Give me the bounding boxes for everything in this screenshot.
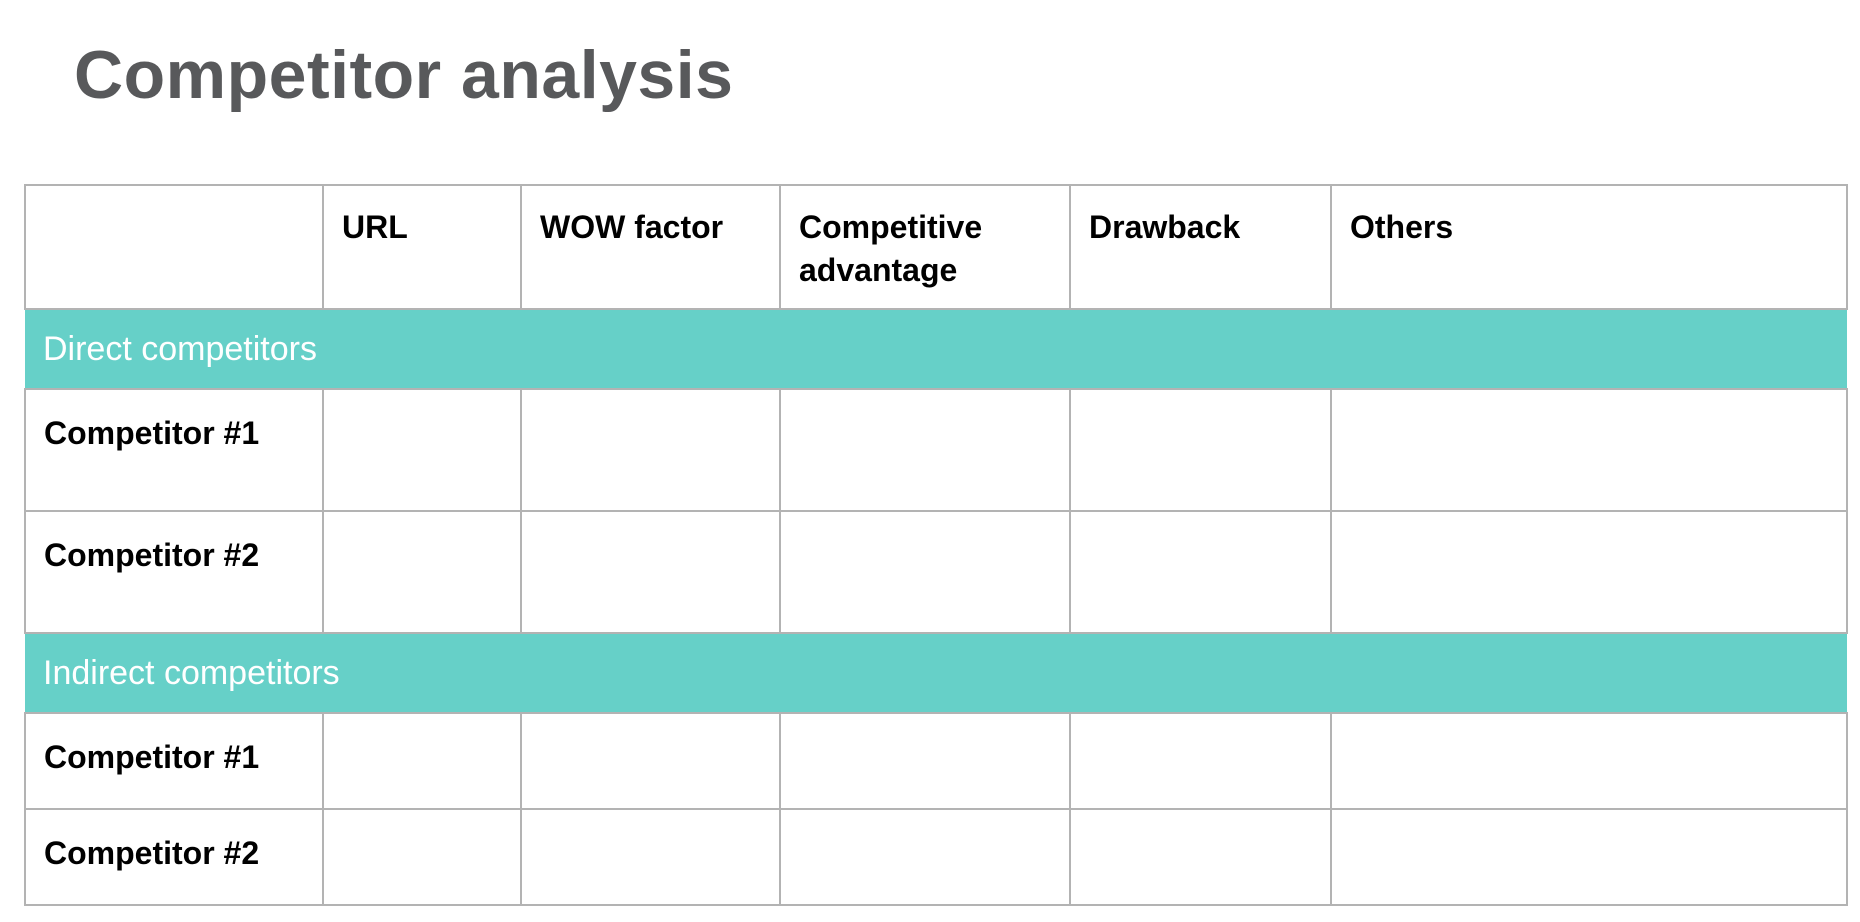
header-cell-drawback: Drawback (1069, 184, 1332, 310)
row-label: Competitor #1 (24, 712, 324, 810)
table-cell-drawback[interactable] (1069, 388, 1332, 512)
section-row-indirect: Indirect competitors (25, 633, 1847, 713)
table-cell-drawback[interactable] (1069, 712, 1332, 810)
table-row: Competitor #1 (24, 388, 1848, 512)
row-label: Competitor #1 (24, 388, 324, 512)
section-label: Indirect competitors (25, 633, 1847, 713)
row-label: Competitor #2 (24, 808, 324, 906)
header-cell-wow-factor: WOW factor (520, 184, 781, 310)
table-cell-wow-factor[interactable] (520, 388, 781, 512)
page-title: Competitor analysis (74, 37, 734, 113)
table-cell-competitive-advantage[interactable] (779, 388, 1071, 512)
table-cell-drawback[interactable] (1069, 808, 1332, 906)
competitor-table: URL WOW factor Competitive advantage Dra… (24, 184, 1848, 906)
header-cell-url: URL (322, 184, 522, 310)
table-cell-wow-factor[interactable] (520, 808, 781, 906)
table-cell-drawback[interactable] (1069, 510, 1332, 634)
table-cell-wow-factor[interactable] (520, 510, 781, 634)
table-cell-competitive-advantage[interactable] (779, 808, 1071, 906)
header-row: URL WOW factor Competitive advantage Dra… (24, 184, 1848, 310)
table-cell-wow-factor[interactable] (520, 712, 781, 810)
table-cell-others[interactable] (1330, 388, 1848, 512)
section-label: Direct competitors (25, 309, 1847, 389)
table-cell-url[interactable] (322, 510, 522, 634)
table-row: Competitor #1 (24, 712, 1848, 810)
table-cell-competitive-advantage[interactable] (779, 712, 1071, 810)
header-cell-others: Others (1330, 184, 1848, 310)
table-row: Competitor #2 (24, 510, 1848, 634)
section-row-direct: Direct competitors (25, 309, 1847, 389)
header-cell-empty (24, 184, 324, 310)
table-cell-others[interactable] (1330, 510, 1848, 634)
table-cell-url[interactable] (322, 388, 522, 512)
table-cell-competitive-advantage[interactable] (779, 510, 1071, 634)
table-cell-url[interactable] (322, 712, 522, 810)
row-label: Competitor #2 (24, 510, 324, 634)
header-cell-competitive-advantage: Competitive advantage (779, 184, 1071, 310)
table-row: Competitor #2 (24, 808, 1848, 906)
table-cell-url[interactable] (322, 808, 522, 906)
table-cell-others[interactable] (1330, 808, 1848, 906)
table-cell-others[interactable] (1330, 712, 1848, 810)
